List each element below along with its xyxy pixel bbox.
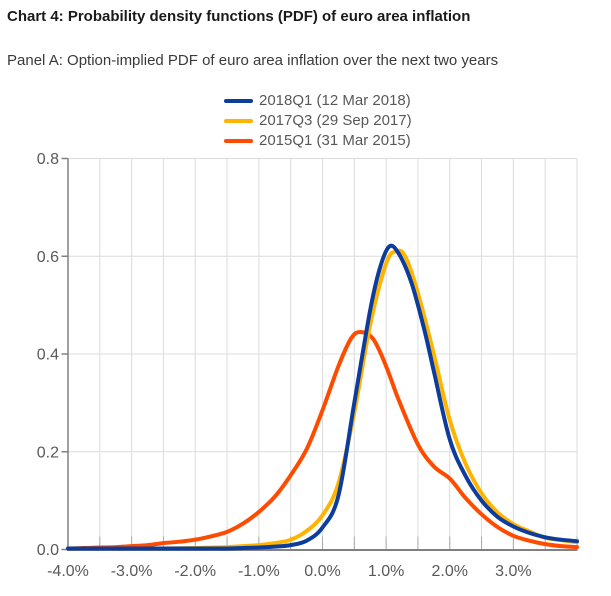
tick-labels: -4.0% -3.0% -2.0% -1.0% 0.0% 1.0% 2.0% 3.0% 0.0 0… bbox=[37, 151, 532, 580]
x-tick-label: 3.0% bbox=[495, 563, 531, 580]
legend-item-2015q1: 2015Q1 (31 Mar 2015) bbox=[224, 131, 412, 151]
legend-label-2018q1: 2018Q1 (12 Mar 2018) bbox=[259, 92, 411, 109]
y-tick-label: 0.8 bbox=[37, 151, 59, 168]
x-tick-label: -2.0% bbox=[174, 563, 216, 580]
x-tick-label: -4.0% bbox=[47, 563, 89, 580]
legend-label-2017q3: 2017Q3 (29 Sep 2017) bbox=[259, 112, 412, 129]
series-line-2015q1 bbox=[66, 329, 579, 551]
x-tick-label: 1.0% bbox=[368, 563, 404, 580]
y-tick-label: 0.0 bbox=[37, 542, 59, 559]
legend-line-swatch-2018q1 bbox=[224, 98, 253, 104]
y-tick-label: 0.2 bbox=[37, 444, 59, 461]
legend: 2018Q1 (12 Mar 2018) 2017Q3 (29 Sep 2017… bbox=[224, 91, 412, 151]
panel-subtitle: Panel A: Option-implied PDF of euro area… bbox=[7, 52, 499, 69]
gridlines bbox=[61, 157, 578, 551]
legend-item-2018q1: 2018Q1 (12 Mar 2018) bbox=[224, 91, 412, 111]
y-tick-label: 0.6 bbox=[37, 249, 59, 266]
legend-line-swatch-2015q1 bbox=[224, 138, 253, 144]
legend-label-2015q1: 2015Q1 (31 Mar 2015) bbox=[259, 132, 411, 149]
x-tick-label: 0.0% bbox=[304, 563, 340, 580]
x-tick-label: 2.0% bbox=[432, 563, 468, 580]
legend-line-swatch-2017q3 bbox=[224, 118, 253, 124]
series-line-2018q1 bbox=[66, 243, 579, 551]
x-tick-label: -3.0% bbox=[111, 563, 153, 580]
legend-item-2017q3: 2017Q3 (29 Sep 2017) bbox=[224, 111, 412, 131]
series-lines bbox=[66, 243, 579, 551]
y-tick-label: 0.4 bbox=[37, 347, 59, 364]
x-tick-label: -1.0% bbox=[238, 563, 280, 580]
chart-title: Chart 4: Probability density functions (… bbox=[7, 8, 471, 25]
